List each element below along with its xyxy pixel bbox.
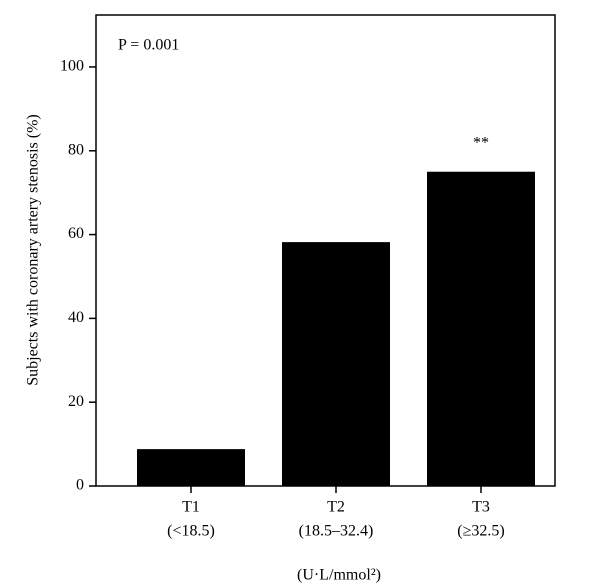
bar [427,171,535,486]
x-tick-label: T2 [327,499,345,516]
bar [282,242,390,486]
y-tick-label: 60 [68,225,84,242]
y-tick-label: 0 [76,477,84,494]
x-tick-sublabel: (18.5–32.4) [299,523,374,540]
y-tick-label: 100 [60,58,84,75]
x-tick-label: T3 [472,499,490,516]
x-tick-label: T1 [182,499,200,516]
x-tick-sublabel: (≥32.5) [457,523,504,540]
y-tick-label: 40 [68,309,84,326]
bar [137,449,245,486]
y-axis-label: Subjects with coronary artery stenosis (… [25,114,42,385]
y-tick-label: 80 [68,141,84,158]
x-axis-label: (U·L/mmol²) [297,567,381,584]
y-tick-label: 20 [68,393,84,410]
x-tick-sublabel: (<18.5) [167,523,215,540]
annotation: P = 0.001 [118,37,179,54]
value-label: ** [473,134,489,151]
